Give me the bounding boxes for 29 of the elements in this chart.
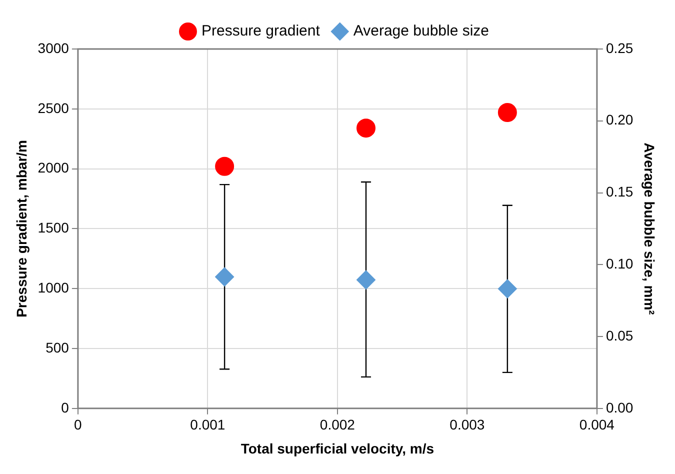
x-tick-label: 0.004 [579, 416, 615, 433]
y2-tick-label: 0.20 [606, 112, 634, 128]
y2-axis-title: Average bubble size, mm² [642, 142, 658, 316]
point [215, 156, 234, 176]
x-axis-title: Total superficial velocity, m/s [240, 440, 434, 456]
y2-tick-label: 0.25 [606, 40, 634, 56]
y-tick-label: 3000 [38, 40, 70, 56]
y2-tick-label: 0.05 [606, 327, 634, 344]
y-tick-label: 500 [46, 339, 70, 356]
x-tick-label: 0 [74, 416, 82, 433]
y-tick-label: 2500 [38, 100, 70, 116]
point [498, 102, 517, 122]
x-tick-label: 0.002 [320, 416, 356, 433]
legend-label: Average bubble size [353, 22, 490, 40]
y-tick-label: 2000 [38, 160, 70, 176]
x-tick-label: 0.001 [190, 416, 226, 433]
legend-label: Pressure gradient [201, 22, 321, 40]
point [356, 118, 376, 138]
point [498, 279, 517, 298]
y2-tick-label: 0.10 [606, 256, 634, 272]
y2-tick-label: 0.15 [606, 184, 634, 200]
point [215, 267, 234, 286]
y-axis-title: Pressure gradient, mbar/m [13, 140, 30, 318]
y2-tick-label: 0.00 [606, 399, 634, 416]
point [356, 270, 376, 290]
y-tick-label: 1500 [38, 220, 70, 236]
x-tick-label: 0.003 [450, 416, 485, 433]
y-tick-label: 1000 [38, 279, 70, 296]
y-tick-label: 0 [61, 399, 70, 416]
